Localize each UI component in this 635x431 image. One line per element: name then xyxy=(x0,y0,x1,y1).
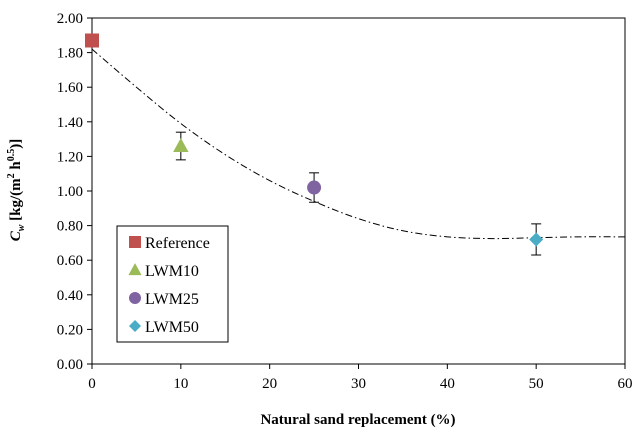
x-axis-ticks: 0 10 20 30 40 50 60 xyxy=(88,364,633,392)
x-tick-label: 50 xyxy=(529,376,544,392)
y-tick-label: 0.40 xyxy=(57,288,83,304)
y-axis-title-end: )] xyxy=(8,139,24,149)
data-point-reference xyxy=(85,33,99,48)
y-tick-label: 1.20 xyxy=(57,149,83,165)
legend-marker-lwm10 xyxy=(128,263,142,276)
y-tick-label: 1.00 xyxy=(57,184,83,200)
y-axis-title-sup1: 2 xyxy=(6,173,17,178)
x-tick-label: 30 xyxy=(351,376,366,392)
legend-marker-lwm50 xyxy=(129,320,141,332)
y-tick-label: 0.00 xyxy=(57,357,83,373)
data-point-lwm10 xyxy=(173,137,189,152)
y-tick-label: 1.60 xyxy=(57,80,83,96)
data-points xyxy=(85,33,544,256)
y-tick-label: 0.20 xyxy=(57,322,83,338)
y-axis-title-sup2: 0.5 xyxy=(6,149,17,162)
y-axis-ticks: 0.00 0.20 0.40 0.60 0.80 1.00 1.20 1.40 1.60 1.80… xyxy=(57,11,92,373)
y-axis-title-sub: w xyxy=(16,224,27,231)
legend-marker-lwm25 xyxy=(129,292,141,304)
y-tick-label: 0.80 xyxy=(57,219,83,235)
legend-label-lwm25: LWM25 xyxy=(145,291,199,308)
legend-label-reference: Reference xyxy=(145,235,210,252)
x-tick-label: 0 xyxy=(88,376,96,392)
y-tick-label: 2.00 xyxy=(57,11,83,27)
x-tick-label: 10 xyxy=(173,376,188,392)
legend-label-lwm10: LWM10 xyxy=(145,263,199,280)
y-axis-title: Cw [kg/(m2 h0.5)] xyxy=(6,139,27,242)
y-axis-title-mid: [kg/(m xyxy=(8,178,24,225)
data-point-lwm25 xyxy=(307,180,322,195)
y-axis-title-main: C xyxy=(8,230,24,241)
y-tick-label: 1.80 xyxy=(57,46,83,62)
x-axis-title: Natural sand replacement (%) xyxy=(260,412,455,428)
trendline xyxy=(91,48,626,240)
x-tick-label: 40 xyxy=(440,376,455,392)
y-axis-title-mid2: h xyxy=(8,161,24,174)
legend-label-lwm50: LWM50 xyxy=(145,319,199,336)
x-tick-label: 60 xyxy=(618,376,633,392)
trendline-group xyxy=(91,48,626,240)
y-tick-label: 0.60 xyxy=(57,253,83,269)
x-tick-label: 20 xyxy=(262,376,277,392)
data-point-lwm50 xyxy=(529,232,544,247)
legend-marker-reference xyxy=(129,236,141,248)
legend: Reference LWM10 LWM25 LWM50 xyxy=(116,225,229,343)
y-tick-label: 1.40 xyxy=(57,115,83,131)
